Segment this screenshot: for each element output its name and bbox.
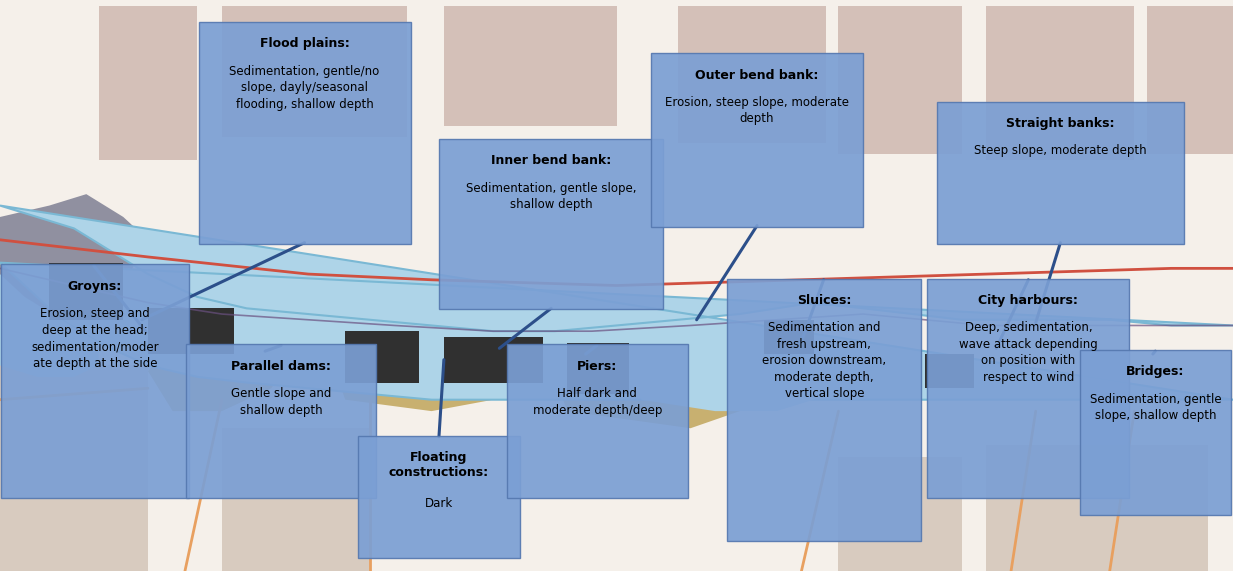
Text: Half dark and
moderate depth/deep: Half dark and moderate depth/deep [533, 387, 662, 417]
FancyBboxPatch shape [186, 344, 376, 498]
FancyBboxPatch shape [1, 264, 189, 498]
Text: City harbours:: City harbours: [978, 294, 1079, 307]
Text: Sluices:: Sluices: [797, 294, 852, 307]
Text: Sedimentation and
fresh upstream,
erosion downstream,
moderate depth,
vertical s: Sedimentation and fresh upstream, erosio… [762, 321, 887, 400]
Bar [1147, 6, 1233, 154]
Text: Straight banks:: Straight banks: [1006, 117, 1115, 130]
Bar [986, 445, 1208, 571]
Text: Sedimentation, gentle
slope, shallow depth: Sedimentation, gentle slope, shallow dep… [1090, 393, 1221, 423]
Bar [148, 308, 234, 354]
FancyBboxPatch shape [199, 22, 411, 244]
Polygon shape [333, 343, 518, 411]
Bar [49, 263, 123, 320]
Text: Groyns:: Groyns: [68, 280, 122, 293]
Polygon shape [0, 194, 148, 354]
Text: Deep, sedimentation,
wave attack depending
on position with
respect to wind: Deep, sedimentation, wave attack dependi… [959, 321, 1097, 384]
Bar [986, 6, 1134, 160]
Text: Flood plains:: Flood plains: [260, 37, 349, 50]
Bar [678, 6, 826, 143]
FancyBboxPatch shape [507, 344, 688, 498]
Text: Sedimentation, gentle/no
slope, dayly/seasonal
flooding, shallow depth: Sedimentation, gentle/no slope, dayly/se… [229, 65, 380, 111]
Text: Inner bend bank:: Inner bend bank: [491, 154, 612, 167]
FancyBboxPatch shape [727, 279, 921, 541]
Bar [764, 320, 814, 354]
Text: Outer bend bank:: Outer bend bank: [695, 69, 819, 82]
Text: Piers:: Piers: [577, 360, 618, 373]
Text: Gentle slope and
shallow depth: Gentle slope and shallow depth [231, 387, 332, 417]
Polygon shape [0, 274, 99, 377]
Polygon shape [148, 331, 296, 411]
Text: Steep slope, moderate depth: Steep slope, moderate depth [974, 144, 1147, 158]
Bar [444, 337, 543, 383]
Bar [345, 331, 419, 383]
Text: Dark: Dark [425, 497, 453, 510]
Polygon shape [641, 354, 826, 411]
Bar [99, 6, 197, 160]
Bar [838, 457, 962, 571]
Bar [0, 365, 148, 571]
Text: Floating
constructions:: Floating constructions: [388, 451, 490, 479]
Bar [567, 343, 629, 394]
FancyBboxPatch shape [651, 53, 863, 227]
FancyBboxPatch shape [927, 279, 1129, 498]
Polygon shape [0, 206, 1233, 400]
FancyBboxPatch shape [358, 436, 520, 558]
FancyBboxPatch shape [1080, 350, 1231, 515]
Text: Parallel dams:: Parallel dams: [231, 360, 332, 373]
Bar [444, 6, 616, 126]
Bar [222, 6, 407, 137]
Bar [925, 354, 974, 388]
FancyBboxPatch shape [439, 139, 663, 309]
FancyBboxPatch shape [937, 102, 1184, 244]
Bar [222, 428, 370, 571]
Text: Erosion, steep slope, moderate
depth: Erosion, steep slope, moderate depth [665, 96, 850, 126]
Text: Bridges:: Bridges: [1126, 365, 1185, 379]
Bar [838, 6, 962, 154]
Text: Sedimentation, gentle slope,
shallow depth: Sedimentation, gentle slope, shallow dep… [466, 182, 636, 211]
Polygon shape [555, 354, 764, 428]
Text: Erosion, steep and
deep at the head;
sedimentation/moder
ate depth at the side: Erosion, steep and deep at the head; sed… [31, 307, 159, 369]
